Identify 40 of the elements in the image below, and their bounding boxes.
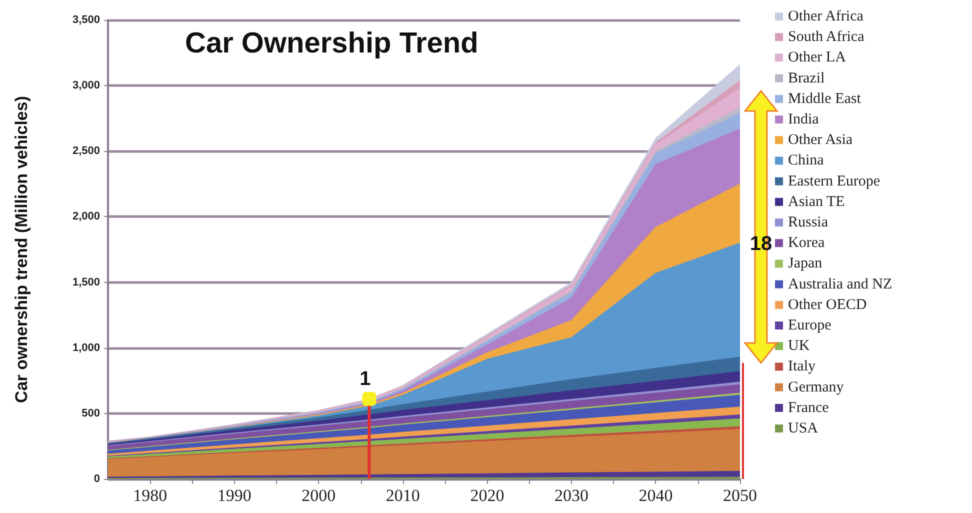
y-axis-title: Car ownership trend (Million vehicles)	[12, 96, 31, 403]
annotation: 1	[360, 368, 371, 390]
y-tick-label: 2,000	[72, 210, 100, 223]
legend-label: China	[788, 152, 824, 169]
legend-label: Asian TE	[788, 194, 845, 210]
y-tick-label: 2,500	[72, 145, 100, 158]
x-tick-label: 1990	[217, 486, 252, 505]
x-tick-label: 2020	[470, 486, 504, 505]
legend-label: Other LA	[788, 50, 846, 66]
legend-label: UK	[788, 338, 810, 354]
legend-label: Japan	[788, 256, 823, 272]
y-tick-label: 3,500	[72, 14, 100, 26]
legend-label: Australia and NZ	[788, 276, 892, 292]
y-tick-label: 1,500	[72, 276, 100, 288]
chart-title: Car Ownership Trend	[185, 28, 478, 60]
x-tick-label: 2050	[723, 486, 757, 505]
legend-label: Other Asia	[788, 132, 853, 148]
x-tick-label: 2030	[554, 486, 588, 505]
x-tick-label: 2040	[638, 486, 673, 505]
legend-label: Germany	[788, 379, 844, 396]
legend-label: India	[788, 112, 820, 128]
legend-label: Eastern Europe	[788, 173, 880, 190]
legend-label: Russia	[788, 214, 828, 230]
legend-label: Other Africa	[788, 8, 864, 24]
legend-label: Korea	[788, 235, 825, 252]
legend-label: Middle East	[788, 90, 862, 107]
y-tick-label: 500	[82, 407, 100, 420]
x-tick-label: 1980	[133, 486, 168, 505]
y-tick-label: 1,000	[72, 342, 100, 354]
legend-label: Other OECD	[788, 296, 867, 313]
legend-label: Europe	[788, 318, 832, 334]
y-tick-label: 0	[94, 473, 100, 485]
y-tick-label: 3,000	[72, 80, 100, 92]
legend-label: Brazil	[788, 70, 825, 86]
legend-label: Italy	[788, 358, 816, 375]
legend-label: France	[788, 400, 830, 416]
legend-label: USA	[788, 420, 818, 436]
x-tick-label: 2010	[386, 486, 420, 505]
x-tick-label: 2000	[302, 486, 336, 505]
legend-label: South Africa	[788, 29, 865, 46]
